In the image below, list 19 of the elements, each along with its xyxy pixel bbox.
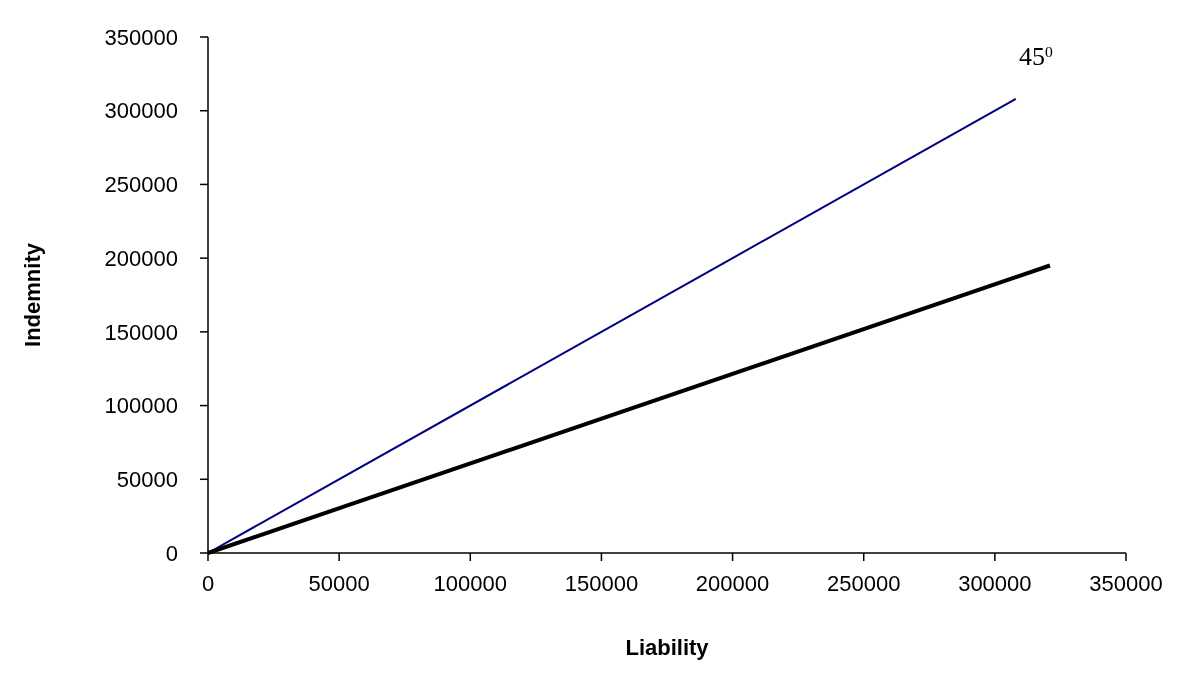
x-tick-label: 250000 bbox=[827, 571, 901, 596]
y-tick-label: 0 bbox=[165, 540, 178, 566]
x-tick-label: 350000 bbox=[1089, 571, 1163, 596]
x-tick-label: 150000 bbox=[564, 571, 639, 596]
y-tick-label: 250000 bbox=[104, 172, 178, 198]
x-tick-label: 0 bbox=[201, 571, 215, 596]
y-tick-label: 50000 bbox=[116, 466, 178, 492]
y-tick-label: 200000 bbox=[104, 245, 178, 271]
x-tick-label: 200000 bbox=[695, 571, 770, 596]
x-axis-title: Liability bbox=[625, 635, 710, 660]
y-tick-label: 300000 bbox=[104, 98, 178, 124]
x-tick-label: 100000 bbox=[433, 571, 507, 596]
y-tick-label: 100000 bbox=[104, 393, 178, 419]
y-axis-title: Indemnity bbox=[20, 242, 45, 347]
x-tick-label: 300000 bbox=[958, 571, 1032, 596]
y-tick-label: 350000 bbox=[104, 24, 178, 50]
annotation: 45$^{0}$ bbox=[1019, 42, 1054, 71]
y-tick-label: 150000 bbox=[104, 319, 178, 345]
x-tick-label: 50000 bbox=[308, 571, 370, 596]
